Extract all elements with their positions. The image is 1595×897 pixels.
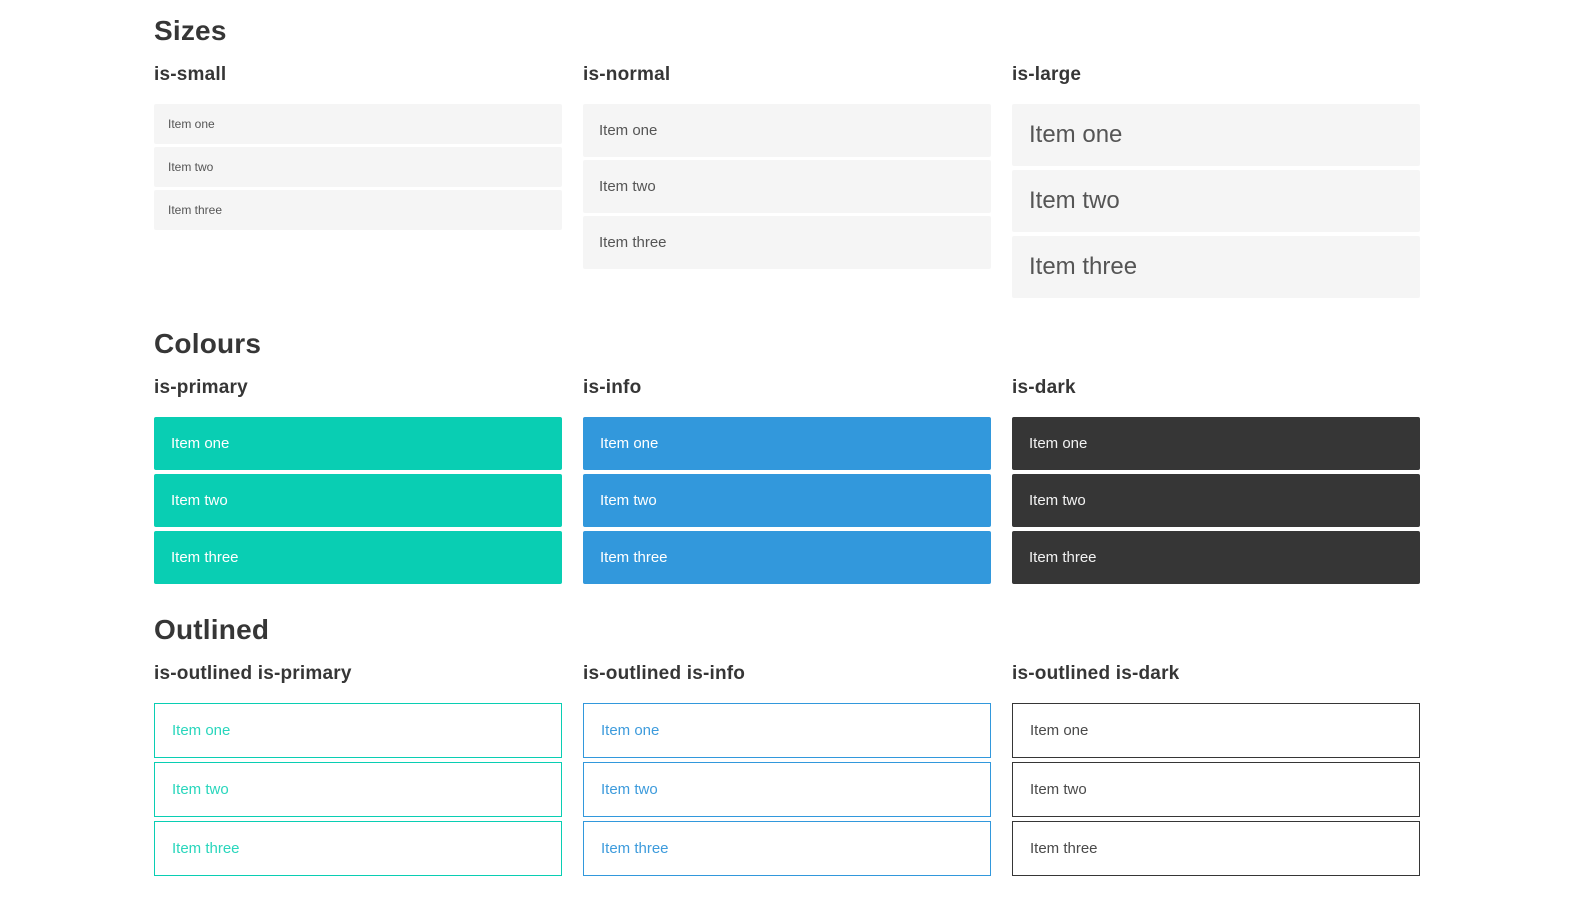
column-is-large: is-large Item one Item two Item three [1012,63,1420,298]
list-is-primary: Item one Item two Item three [154,417,562,584]
column-is-small: is-small Item one Item two Item three [154,63,562,230]
section-title-sizes: Sizes [154,15,227,46]
column-outlined-dark: is-outlined is-dark Item one Item two It… [1012,662,1420,876]
list-outlined-info: Item one Item two Item three [583,703,991,876]
list-item[interactable]: Item two [154,474,562,527]
colours-columns: is-primary Item one Item two Item three … [154,376,1420,584]
list-item[interactable]: Item three [1012,531,1420,584]
list-item[interactable]: Item two [583,474,991,527]
section-sizes: Sizes is-small Item one Item two Item th… [154,15,1420,298]
list-is-dark: Item one Item two Item three [1012,417,1420,584]
section-title-outlined: Outlined [154,614,270,645]
list-item[interactable]: Item one [154,703,562,758]
column-outlined-primary: is-outlined is-primary Item one Item two… [154,662,562,876]
list-item[interactable]: Item one [1012,417,1420,470]
list-item[interactable]: Item three [154,531,562,584]
list-item[interactable]: Item two [1012,474,1420,527]
list-item[interactable]: Item one [154,417,562,470]
list-item[interactable]: Item one [583,104,991,157]
list-item[interactable]: Item one [1012,703,1420,758]
list-item[interactable]: Item three [583,216,991,269]
group-label-is-normal: is-normal [583,64,671,85]
list-item[interactable]: Item two [154,762,562,817]
section-colours: Colours is-primary Item one Item two Ite… [154,328,1420,584]
column-is-normal: is-normal Item one Item two Item three [583,63,991,269]
list-item[interactable]: Item two [1012,170,1420,232]
list-item[interactable]: Item three [1012,236,1420,298]
group-label-is-info: is-info [583,377,642,398]
section-outlined: Outlined is-outlined is-primary Item one… [154,614,1420,876]
component-demo-page: Sizes is-small Item one Item two Item th… [154,15,1420,876]
column-outlined-info: is-outlined is-info Item one Item two It… [583,662,991,876]
list-item[interactable]: Item three [154,190,562,230]
section-title-colours: Colours [154,328,262,359]
list-item[interactable]: Item one [154,104,562,144]
list-item[interactable]: Item two [1012,762,1420,817]
list-item[interactable]: Item two [583,762,991,817]
sizes-columns: is-small Item one Item two Item three is… [154,63,1420,298]
column-is-info: is-info Item one Item two Item three [583,376,991,584]
group-label-outlined-dark: is-outlined is-dark [1012,663,1180,684]
list-item[interactable]: Item one [583,703,991,758]
column-is-primary: is-primary Item one Item two Item three [154,376,562,584]
group-label-is-small: is-small [154,64,227,85]
group-label-is-primary: is-primary [154,377,248,398]
group-label-outlined-primary: is-outlined is-primary [154,663,352,684]
list-item[interactable]: Item two [583,160,991,213]
list-is-large: Item one Item two Item three [1012,104,1420,298]
list-item[interactable]: Item three [1012,821,1420,876]
outlined-columns: is-outlined is-primary Item one Item two… [154,662,1420,876]
list-item[interactable]: Item one [1012,104,1420,166]
group-label-is-large: is-large [1012,64,1082,85]
list-item[interactable]: Item three [583,821,991,876]
list-item[interactable]: Item three [583,531,991,584]
list-outlined-primary: Item one Item two Item three [154,703,562,876]
list-is-normal: Item one Item two Item three [583,104,991,269]
group-label-outlined-info: is-outlined is-info [583,663,746,684]
column-is-dark: is-dark Item one Item two Item three [1012,376,1420,584]
list-outlined-dark: Item one Item two Item three [1012,703,1420,876]
group-label-is-dark: is-dark [1012,377,1076,398]
list-item[interactable]: Item two [154,147,562,187]
list-is-info: Item one Item two Item three [583,417,991,584]
list-item[interactable]: Item three [154,821,562,876]
list-is-small: Item one Item two Item three [154,104,562,230]
list-item[interactable]: Item one [583,417,991,470]
